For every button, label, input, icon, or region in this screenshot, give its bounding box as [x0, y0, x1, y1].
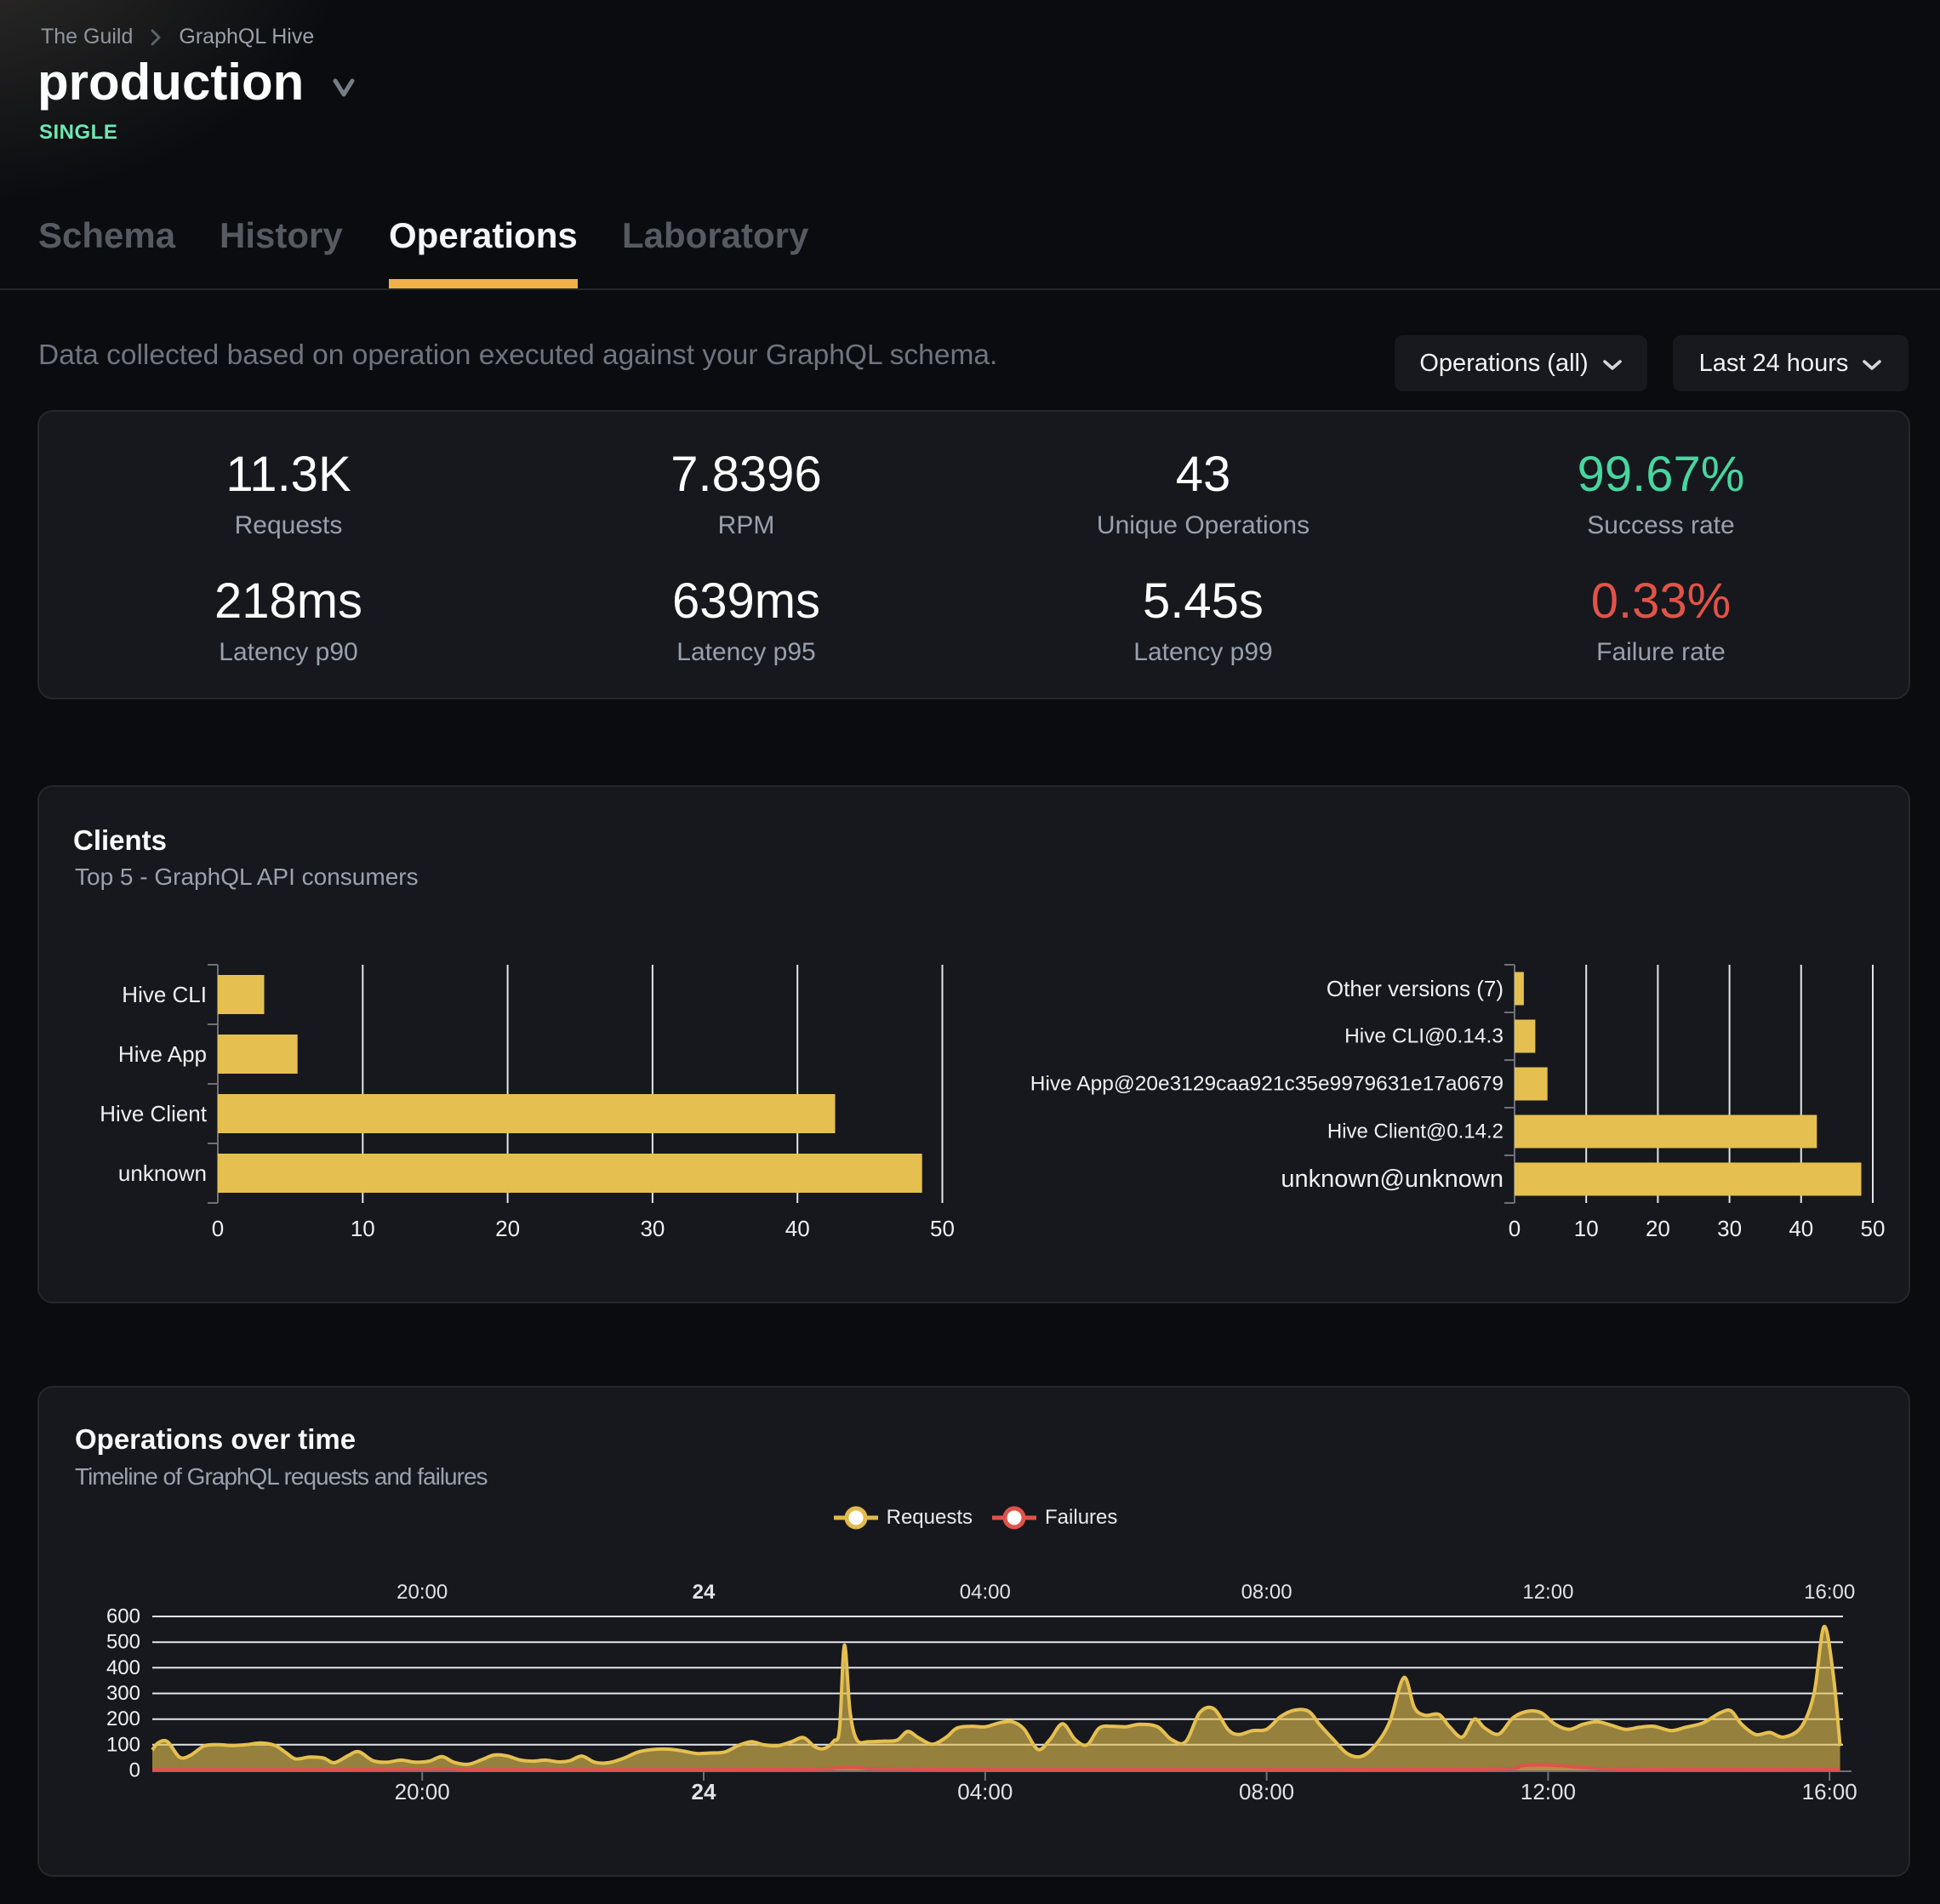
svg-text:400: 400 [106, 1656, 140, 1679]
svg-text:Hive CLI: Hive CLI [122, 982, 207, 1007]
svg-text:50: 50 [930, 1216, 955, 1241]
svg-text:24: 24 [693, 1581, 716, 1604]
svg-text:Other versions (7): Other versions (7) [1327, 976, 1504, 1001]
svg-text:200: 200 [106, 1707, 140, 1730]
svg-text:20: 20 [495, 1216, 520, 1241]
svg-text:Hive App@20e3129caa921c35e9979: Hive App@20e3129caa921c35e9979631e17a067… [1030, 1073, 1504, 1096]
svg-text:12:00: 12:00 [1521, 1779, 1576, 1804]
svg-text:16:00: 16:00 [1802, 1779, 1857, 1804]
svg-text:16:00: 16:00 [1804, 1581, 1855, 1604]
svg-text:20: 20 [1646, 1216, 1670, 1241]
svg-text:30: 30 [640, 1216, 665, 1241]
svg-text:0: 0 [129, 1759, 140, 1782]
svg-text:Hive App: Hive App [118, 1041, 207, 1067]
svg-text:Hive Client@0.14.2: Hive Client@0.14.2 [1327, 1120, 1504, 1143]
svg-text:30: 30 [1717, 1216, 1742, 1241]
svg-text:100: 100 [106, 1733, 140, 1756]
svg-text:24: 24 [692, 1779, 716, 1804]
svg-text:Hive CLI@0.14.3: Hive CLI@0.14.3 [1344, 1025, 1504, 1048]
svg-text:10: 10 [1574, 1216, 1599, 1241]
svg-text:Hive Client: Hive Client [100, 1101, 207, 1126]
svg-text:0: 0 [212, 1216, 224, 1241]
svg-text:10: 10 [351, 1216, 375, 1241]
svg-text:40: 40 [785, 1216, 810, 1241]
svg-text:40: 40 [1789, 1216, 1813, 1241]
svg-text:04:00: 04:00 [960, 1581, 1011, 1604]
svg-text:0: 0 [1509, 1216, 1521, 1241]
svg-text:08:00: 08:00 [1239, 1779, 1294, 1804]
svg-text:600: 600 [106, 1605, 140, 1628]
svg-text:500: 500 [106, 1631, 140, 1654]
svg-text:unknown@unknown: unknown@unknown [1281, 1166, 1504, 1193]
svg-text:50: 50 [1861, 1216, 1886, 1241]
svg-text:04:00: 04:00 [957, 1779, 1013, 1804]
svg-text:08:00: 08:00 [1241, 1581, 1292, 1604]
svg-text:20:00: 20:00 [397, 1581, 448, 1604]
svg-text:unknown: unknown [118, 1160, 207, 1186]
svg-text:12:00: 12:00 [1522, 1581, 1573, 1604]
svg-text:300: 300 [106, 1682, 140, 1705]
svg-text:20:00: 20:00 [395, 1779, 450, 1804]
